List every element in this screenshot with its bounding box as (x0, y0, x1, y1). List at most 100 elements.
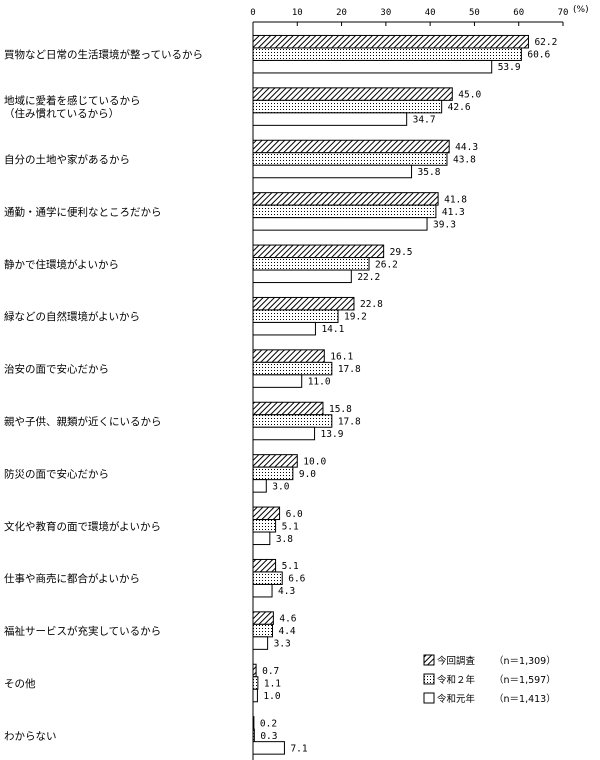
category-label: その他 (4, 677, 36, 690)
bar (252, 112, 408, 126)
data-label: 22.2 (357, 272, 380, 283)
bar (252, 87, 453, 101)
data-label: 3.0 (272, 481, 289, 492)
data-label: 41.3 (442, 207, 465, 218)
data-label: 43.8 (453, 155, 476, 166)
data-label: 62.2 (534, 37, 557, 48)
bar (252, 139, 450, 154)
data-label: 6.0 (286, 509, 303, 520)
bar (252, 583, 273, 598)
data-label: 4.6 (279, 614, 296, 625)
category-label: 地域に愛着を感じているから (4, 94, 141, 107)
bar (252, 47, 522, 61)
bar (252, 728, 255, 743)
bar (252, 519, 277, 533)
category-label: 買物など日常の生活環境が整っているから (4, 48, 203, 61)
data-label: 10.0 (303, 456, 326, 467)
category-label: 文化や教育の面で環境がよいから (4, 520, 161, 533)
data-label: 1.0 (263, 691, 280, 702)
data-label: 19.2 (344, 312, 367, 323)
x-tick-label: 70 (558, 8, 569, 18)
data-label: 35.8 (418, 167, 441, 178)
bar (252, 34, 529, 49)
category-label: 仕事や商売に都合がよいから (4, 572, 140, 585)
data-label: 13.9 (321, 429, 344, 440)
bar (252, 466, 294, 481)
legend-n-label: （n＝1,413） (494, 693, 556, 705)
bar (252, 611, 274, 625)
bar (252, 688, 258, 703)
bar (252, 571, 283, 585)
bar (252, 269, 352, 284)
category-label: 通勤・通学に便利なところだから (4, 205, 162, 218)
x-tick-label: 60 (513, 8, 524, 18)
unit-label: (%) (573, 5, 589, 15)
bar (252, 401, 324, 416)
data-label: 7.1 (290, 743, 307, 754)
data-label: 5.1 (282, 521, 299, 532)
legend-swatch (423, 692, 435, 704)
category-label: 治安の面で安心だから (4, 363, 109, 376)
bar (252, 374, 303, 388)
legend: 今回調査 （n＝1,309） 令和２年 （n＝1,597） 令和元年 （n＝1,413） (423, 654, 556, 705)
data-label: 4.3 (278, 586, 295, 597)
data-label: 5.1 (282, 561, 299, 572)
data-label: 1.1 (264, 679, 281, 690)
bar (252, 361, 333, 376)
data-label: 44.3 (455, 142, 478, 153)
data-label: 39.3 (433, 219, 456, 230)
legend-label: 令和元年 (437, 693, 476, 705)
data-label: 0.2 (260, 718, 277, 729)
data-label: 45.0 (458, 90, 481, 101)
data-label: 29.5 (390, 247, 413, 258)
data-label: 34.7 (413, 115, 436, 126)
bar (252, 192, 439, 206)
bar (252, 59, 493, 74)
bar (252, 531, 271, 546)
legend-swatch (423, 673, 435, 685)
category-label: 福祉サービスが充実しているから (4, 625, 161, 638)
data-label: 53.9 (498, 62, 521, 73)
data-label: 60.6 (527, 50, 550, 61)
data-label: 41.8 (444, 194, 467, 205)
data-label: 3.8 (276, 534, 293, 545)
bar (252, 152, 448, 166)
x-tick-label: 0 (250, 8, 255, 18)
bar (252, 321, 316, 336)
bar (252, 204, 437, 219)
bar (252, 676, 259, 690)
data-label: 0.7 (262, 666, 279, 677)
data-label: 17.8 (338, 417, 361, 428)
x-tick-label: 20 (336, 8, 347, 18)
bar (252, 454, 298, 468)
bar (252, 716, 255, 730)
data-label: 14.1 (321, 324, 344, 335)
bar (252, 558, 277, 573)
bar (252, 296, 355, 311)
data-label: 15.8 (329, 404, 352, 415)
bar (252, 741, 285, 755)
labels-layer: 62.2 60.6 53.9 買物など日常の生活環境が整っているから 45.042.6 3… (4, 37, 557, 754)
bar (252, 479, 267, 493)
x-tick-label: 30 (380, 8, 391, 18)
data-label: 26.2 (375, 259, 398, 270)
category-label: （住み慣れているから） (4, 107, 119, 120)
data-label: 0.3 (260, 731, 277, 742)
data-label: 22.8 (360, 299, 383, 310)
bar (252, 623, 273, 638)
bar (252, 244, 385, 259)
x-tick-label: 50 (469, 8, 480, 18)
bar (252, 164, 413, 179)
bar (252, 349, 325, 363)
category-label: 緑などの自然環境がよいから (4, 310, 140, 323)
category-label: わからない (4, 730, 57, 742)
bar (252, 257, 370, 271)
data-label: 6.6 (288, 574, 305, 585)
category-label: 静かで住環境がよいから (4, 258, 119, 271)
data-label: 42.6 (448, 102, 471, 113)
bar (252, 426, 316, 441)
bar (252, 414, 333, 428)
category-label: 親や子供、親類が近くにいるから (4, 415, 162, 428)
bars-layer (252, 34, 529, 755)
